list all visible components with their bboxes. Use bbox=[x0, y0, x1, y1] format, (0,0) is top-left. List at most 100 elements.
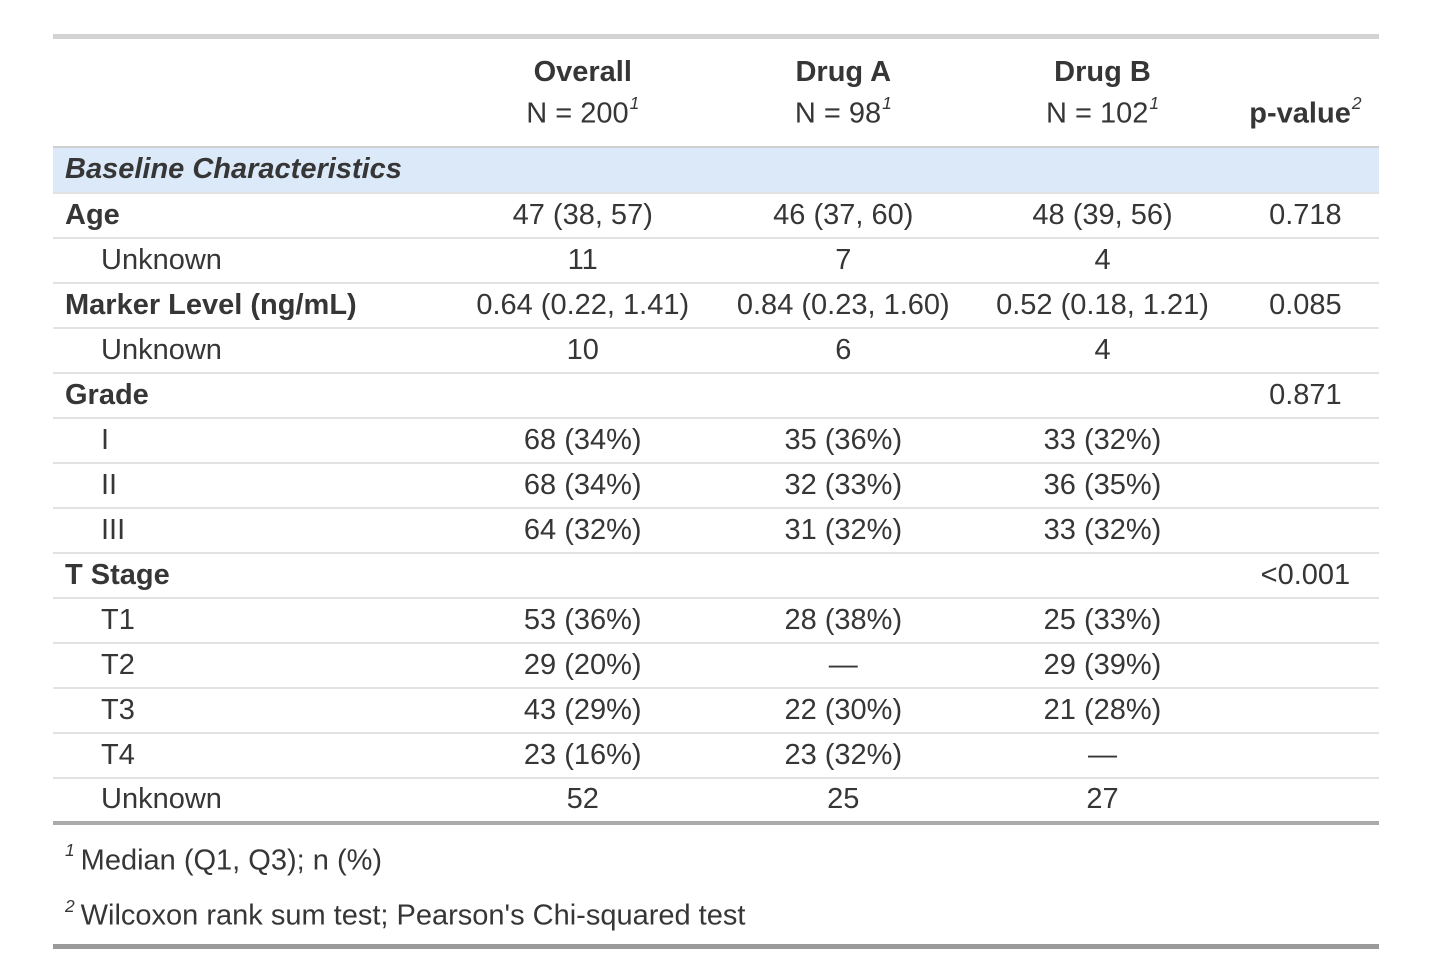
footnote-mark: 1 bbox=[882, 93, 892, 114]
cell-p-value bbox=[1232, 643, 1379, 688]
cell-overall: 0.64 (0.22, 1.41) bbox=[476, 288, 690, 321]
col-header-drug-b: Drug B N = 1021 bbox=[973, 37, 1232, 147]
table-row: Unknown 10 6 4 bbox=[53, 327, 1379, 373]
cell-p-value bbox=[1232, 238, 1379, 283]
row-label: III bbox=[101, 513, 126, 546]
col-header-overall: Overall N = 2001 bbox=[452, 37, 713, 147]
row-label: T1 bbox=[101, 603, 135, 636]
cell-drug-a: 31 (32%) bbox=[784, 513, 903, 546]
cell-drug-b: 36 (35%) bbox=[1043, 468, 1162, 501]
col-subtitle-drug-b: N = 1021 bbox=[1045, 93, 1160, 130]
table-row: T1 53 (36%) 28 (38%) 25 (33%) bbox=[53, 597, 1379, 643]
table-row: Age 47 (38, 57) 46 (37, 60) 48 (39, 56) … bbox=[53, 192, 1379, 238]
cell-overall: 68 (34%) bbox=[523, 423, 642, 456]
table-row: I 68 (34%) 35 (36%) 33 (32%) bbox=[53, 417, 1379, 463]
table-row: T2 29 (20%) — 29 (39%) bbox=[53, 642, 1379, 688]
cell-drug-b: 27 bbox=[1086, 783, 1119, 816]
cell-drug-b: 33 (32%) bbox=[1043, 423, 1162, 456]
row-label: T4 bbox=[101, 738, 135, 771]
cell-p-value: 0.871 bbox=[1269, 378, 1342, 411]
cell-overall: 47 (38, 57) bbox=[512, 198, 653, 231]
table-body: Baseline Characteristics Age 47 (38, 57)… bbox=[53, 146, 1379, 823]
row-label: Unknown bbox=[101, 243, 222, 276]
cell-drug-a bbox=[713, 553, 973, 598]
cell-overall: 68 (34%) bbox=[523, 468, 642, 501]
group-header-row: Baseline Characteristics bbox=[53, 146, 1379, 193]
cell-drug-b: 48 (39, 56) bbox=[1032, 198, 1173, 231]
summary-table-container: Overall N = 2001 Drug A N = 981 Drug B N… bbox=[53, 34, 1379, 949]
cell-drug-b: 21 (28%) bbox=[1043, 693, 1162, 726]
cell-drug-b: 4 bbox=[1094, 333, 1111, 366]
cell-drug-b bbox=[973, 373, 1232, 418]
cell-drug-a: 23 (32%) bbox=[784, 738, 903, 771]
row-label: T2 bbox=[101, 648, 135, 681]
col-header-drug-a: Drug A N = 981 bbox=[713, 37, 973, 147]
col-title-drug-a: Drug A bbox=[795, 56, 892, 88]
footnote-text: Median (Q1, Q3); n (%) bbox=[80, 844, 383, 877]
footnote-mark: 1 bbox=[65, 840, 75, 861]
cell-overall bbox=[452, 553, 713, 598]
cell-p-value bbox=[1232, 733, 1379, 778]
table-row: Unknown 11 7 4 bbox=[53, 237, 1379, 283]
col-title-overall: Overall bbox=[533, 56, 632, 88]
stub-header bbox=[53, 37, 452, 147]
cell-p-value bbox=[1232, 508, 1379, 553]
cell-drug-a: 25 bbox=[827, 783, 860, 816]
cell-drug-a: 6 bbox=[835, 333, 852, 366]
table-row: II 68 (34%) 32 (33%) 36 (35%) bbox=[53, 462, 1379, 508]
table-row: III 64 (32%) 31 (32%) 33 (32%) bbox=[53, 507, 1379, 553]
col-title-drug-b: Drug B bbox=[1054, 56, 1151, 88]
col-subtitle-drug-a: N = 981 bbox=[794, 93, 892, 130]
cell-p-value bbox=[1232, 598, 1379, 643]
cell-drug-b: — bbox=[1088, 738, 1118, 771]
cell-drug-b: 25 (33%) bbox=[1043, 603, 1162, 636]
cell-overall: 53 (36%) bbox=[523, 603, 642, 636]
cell-overall: 29 (20%) bbox=[523, 648, 642, 681]
table-row: T3 43 (29%) 22 (30%) 21 (28%) bbox=[53, 687, 1379, 733]
col-subtitle-overall: N = 2001 bbox=[526, 93, 640, 130]
group-header-label: Baseline Characteristics bbox=[53, 146, 1379, 193]
cell-drug-b: 29 (39%) bbox=[1043, 648, 1162, 681]
row-label: Marker Level (ng/mL) bbox=[65, 288, 357, 321]
cell-p-value bbox=[1232, 778, 1379, 823]
row-label: Grade bbox=[65, 378, 149, 411]
footnote-mark: 2 bbox=[65, 895, 75, 916]
cell-drug-a: — bbox=[828, 648, 858, 681]
cell-overall: 10 bbox=[566, 333, 599, 366]
cell-drug-a bbox=[713, 373, 973, 418]
cell-drug-b: 0.52 (0.18, 1.21) bbox=[996, 288, 1209, 321]
cell-drug-a: 7 bbox=[835, 243, 852, 276]
row-label: T3 bbox=[101, 693, 135, 726]
cell-drug-a: 0.84 (0.23, 1.60) bbox=[736, 288, 950, 321]
cell-p-value: 0.718 bbox=[1269, 198, 1342, 231]
cell-drug-b bbox=[973, 553, 1232, 598]
summary-table: Overall N = 2001 Drug A N = 981 Drug B N… bbox=[53, 34, 1379, 949]
cell-overall: 23 (16%) bbox=[523, 738, 642, 771]
cell-overall bbox=[452, 373, 713, 418]
cell-drug-a: 35 (36%) bbox=[784, 423, 903, 456]
cell-p-value bbox=[1232, 418, 1379, 463]
footnote-mark: 2 bbox=[1351, 93, 1362, 114]
row-label: T Stage bbox=[65, 558, 170, 591]
table-header: Overall N = 2001 Drug A N = 981 Drug B N… bbox=[53, 37, 1379, 147]
footnote-mark: 1 bbox=[629, 93, 640, 114]
row-label: Unknown bbox=[101, 783, 222, 816]
footnote-row: 2 Wilcoxon rank sum test; Pearson's Chi-s… bbox=[53, 884, 1379, 946]
cell-p-value: 0.085 bbox=[1269, 288, 1342, 321]
cell-drug-a: 46 (37, 60) bbox=[773, 198, 914, 231]
table-row: Marker Level (ng/mL) 0.64 (0.22, 1.41) 0… bbox=[53, 282, 1379, 328]
cell-drug-b: 4 bbox=[1094, 243, 1111, 276]
table-row: Grade 0.871 bbox=[53, 372, 1379, 418]
cell-drug-a: 22 (30%) bbox=[784, 693, 903, 726]
table-row: T4 23 (16%) 23 (32%) — bbox=[53, 732, 1379, 778]
row-label: Unknown bbox=[101, 333, 222, 366]
row-label: II bbox=[101, 468, 118, 501]
cell-p-value: <0.001 bbox=[1260, 558, 1351, 591]
cell-p-value bbox=[1232, 328, 1379, 373]
cell-drug-a: 32 (33%) bbox=[784, 468, 903, 501]
cell-overall: 52 bbox=[566, 783, 599, 816]
cell-overall: 11 bbox=[567, 243, 598, 276]
col-title-pvalue: p-value2 bbox=[1249, 93, 1362, 130]
cell-p-value bbox=[1232, 463, 1379, 508]
col-header-pvalue: p-value2 bbox=[1232, 37, 1379, 147]
